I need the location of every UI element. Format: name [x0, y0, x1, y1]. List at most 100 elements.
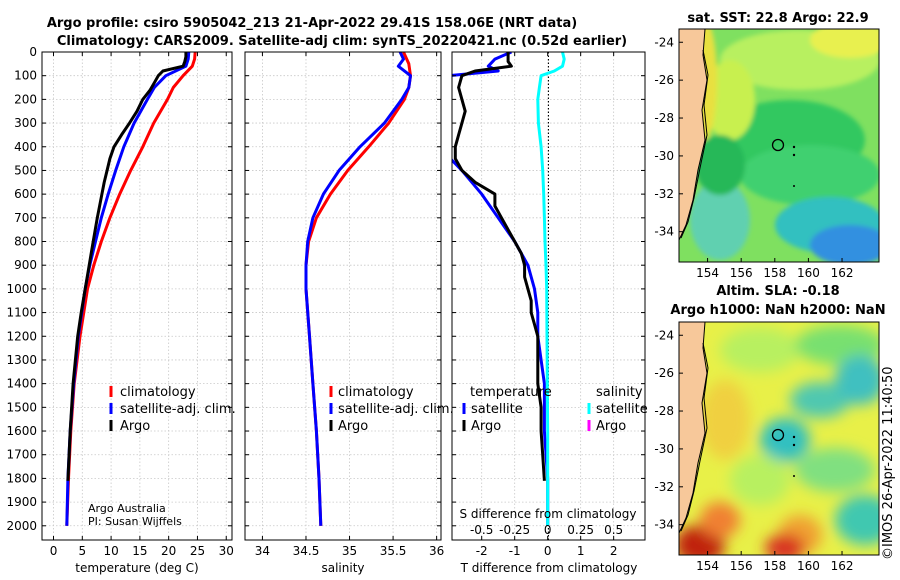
y-tick-label: 1200 [6, 329, 37, 343]
x-tick-label: -2 [476, 544, 488, 558]
legend-satellite-label: satellite-adj. clim. [338, 402, 454, 417]
legend-sal-satellite-label: satellite [596, 402, 648, 417]
shelf-contour [680, 342, 709, 532]
title-line-2: Climatology: CARS2009. Satellite-adj cli… [57, 34, 627, 49]
sla-map-ticks: -24 -26 -28 -30 -32 -34 154 156 158 160 162 [654, 328, 853, 573]
difference-axes-frame [451, 51, 646, 541]
credit-line-2: PI: Susan Wijffels [88, 515, 182, 528]
difference-panel: -2 -1 0 1 2 -0.5 -0.25 0 0.25 0.5 T difference fr… [451, 51, 648, 575]
y-tick-label: 900 [14, 258, 37, 272]
map-x-tick-label: 154 [696, 266, 719, 280]
land-mass [679, 322, 708, 534]
map-x-tick-label: 162 [831, 266, 854, 280]
title-line-1: Argo profile: csiro 5905042_213 21-Apr-2… [47, 16, 577, 31]
temperature-series [65, 52, 197, 526]
difference-tick-labels: -2 -1 0 1 2 -0.5 -0.25 0 0.25 0.5 [452, 51, 645, 558]
y-tick-label: 1900 [6, 495, 37, 509]
x-tick-label: -1 [509, 544, 521, 558]
map-x-tick-label: 162 [831, 559, 854, 573]
legend-climatology-label: climatology [338, 385, 414, 400]
y-tick-label: 100 [14, 69, 37, 83]
sst-map: sat. SST: 22.8 Argo: 22.9 -2 [654, 11, 880, 280]
sla-map-frame [678, 321, 880, 556]
legend-argo-label: Argo [338, 419, 368, 434]
map-y-tick-label: -34 [654, 225, 674, 239]
difference-xlabel: T difference from climatology [460, 561, 638, 575]
map-x-tick-label: 158 [763, 266, 786, 280]
legend-satellite-label: satellite-adj. clim. [120, 402, 236, 417]
y-tick-label: 800 [14, 235, 37, 249]
sst-map-ticks: -24 -26 -28 -30 -32 -34 154 156 158 160 162 [654, 35, 853, 280]
y-tick-label: 700 [14, 211, 37, 225]
sst-map-title: sat. SST: 22.8 Argo: 22.9 [687, 11, 868, 26]
sst-map-frame [678, 28, 880, 263]
sla-map-title-1: Altim. SLA: -0.18 [716, 284, 839, 299]
x2-tick-label: 0.5 [604, 523, 623, 537]
map-y-tick-label: -28 [654, 404, 674, 418]
map-x-tick-label: 156 [730, 559, 753, 573]
y-tick-label: 600 [14, 187, 37, 201]
sla-map: Altim. SLA: -0.18 Argo h1000: NaN h2000:… [654, 284, 885, 573]
x-tick-label: 34 [255, 544, 270, 558]
map-y-tick-label: -26 [654, 73, 674, 87]
y-tick-label: 1000 [6, 282, 37, 296]
x-tick-label: 20 [161, 544, 176, 558]
map-x-tick-label: 156 [730, 266, 753, 280]
x2-tick-label: -0.25 [499, 523, 530, 537]
x-tick-label: 25 [190, 544, 205, 558]
argo-position-marker [771, 428, 785, 442]
temperature-tick-labels: 0100200300400500600700800900100011001200… [6, 45, 233, 558]
sst-map-image [679, 29, 879, 262]
map-y-tick-label: -30 [654, 442, 674, 456]
map-x-tick-label: 160 [797, 266, 820, 280]
legend-temp-header: temperature [470, 385, 552, 400]
series-argo [66, 52, 188, 481]
x2-tick-label: 0.25 [567, 523, 594, 537]
salinity-series [304, 52, 412, 526]
x-tick-label: 0 [544, 544, 552, 558]
map-y-tick-label: -30 [654, 149, 674, 163]
x-tick-label: 2 [610, 544, 618, 558]
sla-map-title-2: Argo h1000: NaN h2000: NaN [670, 303, 885, 318]
y-tick-label: 200 [14, 92, 37, 106]
map-y-tick-label: -26 [654, 366, 674, 380]
salinity-xlabel: salinity [321, 561, 364, 575]
y-tick-label: 500 [14, 163, 37, 177]
series-temperature-argo [453, 52, 546, 481]
legend-climatology-label: climatology [120, 385, 196, 400]
salinity-axes-frame [244, 51, 442, 541]
map-y-tick-label: -32 [654, 480, 674, 494]
temperature-legend: climatology satellite-adj. clim. Argo [109, 385, 236, 434]
legend-sal-header: salinity [596, 385, 643, 400]
salinity-legend: climatology satellite-adj. clim. Argo [329, 385, 454, 434]
x-tick-label: 34.5 [293, 544, 320, 558]
salinity-panel: 34 34.5 35 35.5 36 salinity climatology sate… [244, 51, 454, 575]
x-tick-label: 35 [342, 544, 357, 558]
difference-grid [452, 51, 645, 540]
temperature-axes-frame [41, 51, 233, 541]
x-tick-label: 10 [103, 544, 118, 558]
difference-series [452, 52, 566, 526]
argo-position-marker [771, 138, 785, 152]
y-tick-label: 1800 [6, 471, 37, 485]
y-tick-label: 400 [14, 140, 37, 154]
map-y-tick-label: -32 [654, 187, 674, 201]
y-tick-label: 1500 [6, 400, 37, 414]
timestamp: ©IMOS 26-Apr-2022 11:40:50 [881, 366, 896, 560]
difference-legend: temperature salinity satellite Argo sate… [462, 385, 648, 434]
y-tick-label: 1700 [6, 448, 37, 462]
salinity-tick-labels: 34 34.5 35 35.5 36 [245, 51, 444, 558]
map-y-tick-label: -24 [654, 328, 674, 342]
shelf-contour [680, 49, 709, 239]
map-y-tick-label: -34 [654, 518, 674, 532]
x2-tick-label: 0 [544, 523, 552, 537]
land-mass [679, 29, 708, 241]
legend-argo-label: Argo [120, 419, 150, 434]
x-tick-label: 30 [219, 544, 234, 558]
series-temperature-satellite [452, 52, 550, 526]
difference-x2label: S difference from climatology [460, 507, 637, 521]
series-satellite-adj-clim- [304, 52, 412, 526]
temperature-panel: 0100200300400500600700800900100011001200… [6, 45, 235, 575]
salinity-grid [245, 51, 441, 540]
